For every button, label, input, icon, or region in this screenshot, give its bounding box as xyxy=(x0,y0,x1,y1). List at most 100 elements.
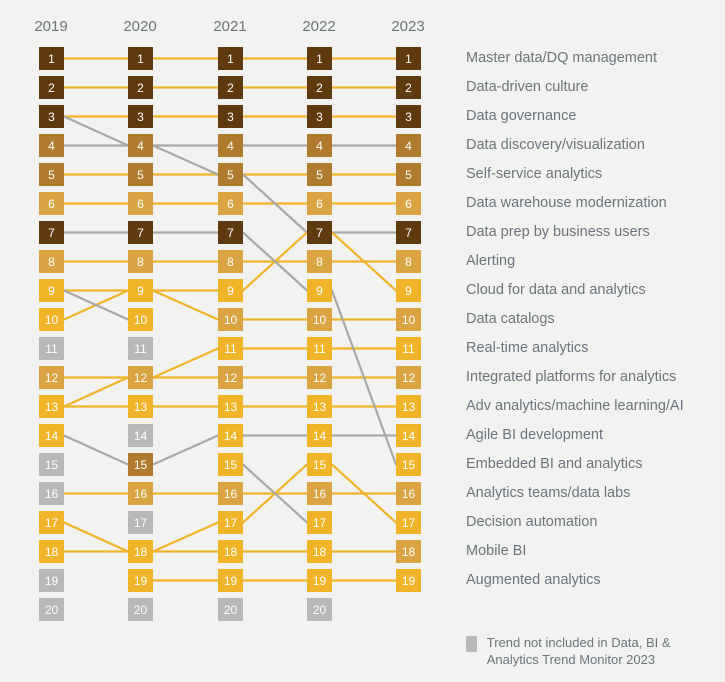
trend-label: Data governance xyxy=(466,108,576,124)
rank-box: 7 xyxy=(128,221,153,244)
rank-box: 17 xyxy=(218,511,243,534)
bump-chart-svg xyxy=(0,0,725,682)
rank-box: 10 xyxy=(218,308,243,331)
rank-box: 5 xyxy=(218,163,243,186)
rank-box: 6 xyxy=(396,192,421,215)
rank-box: 18 xyxy=(128,540,153,563)
rank-box: 15 xyxy=(307,453,332,476)
year-header: 2020 xyxy=(120,18,160,35)
rank-box: 8 xyxy=(307,250,332,273)
year-header: 2023 xyxy=(388,18,428,35)
rank-box: 16 xyxy=(218,482,243,505)
rank-box: 12 xyxy=(396,366,421,389)
rank-box: 4 xyxy=(128,134,153,157)
rank-box: 18 xyxy=(39,540,64,563)
rank-box: 13 xyxy=(39,395,64,418)
rank-box: 7 xyxy=(218,221,243,244)
rank-box: 11 xyxy=(218,337,243,360)
rank-box: 13 xyxy=(396,395,421,418)
rank-box: 9 xyxy=(39,279,64,302)
rank-box: 8 xyxy=(218,250,243,273)
rank-box: 12 xyxy=(128,366,153,389)
rank-box: 2 xyxy=(128,76,153,99)
rank-box: 15 xyxy=(396,453,421,476)
rank-box: 7 xyxy=(396,221,421,244)
connector-line xyxy=(153,523,218,552)
rank-box: 1 xyxy=(218,47,243,70)
rank-box: 11 xyxy=(128,337,153,360)
rank-box: 3 xyxy=(396,105,421,128)
rank-box: 16 xyxy=(396,482,421,505)
rank-box: 1 xyxy=(396,47,421,70)
trend-label: Data catalogs xyxy=(466,311,555,327)
connector-line xyxy=(64,378,128,407)
rank-box: 1 xyxy=(128,47,153,70)
rank-box: 14 xyxy=(39,424,64,447)
rank-box: 19 xyxy=(128,569,153,592)
rank-box: 11 xyxy=(396,337,421,360)
rank-box: 14 xyxy=(396,424,421,447)
trend-label: Data discovery/visualization xyxy=(466,137,645,153)
rank-box: 3 xyxy=(128,105,153,128)
rank-box: 2 xyxy=(307,76,332,99)
rank-box: 9 xyxy=(307,279,332,302)
rank-box: 16 xyxy=(307,482,332,505)
rank-box: 13 xyxy=(128,395,153,418)
connector-line xyxy=(153,291,218,320)
rank-box: 14 xyxy=(218,424,243,447)
rank-box: 18 xyxy=(307,540,332,563)
rank-box: 5 xyxy=(39,163,64,186)
rank-box: 11 xyxy=(39,337,64,360)
trend-label: Data warehouse modernization xyxy=(466,195,667,211)
rank-box: 8 xyxy=(39,250,64,273)
legend: Trend not included in Data, BI & Analyti… xyxy=(466,635,725,669)
rank-box: 20 xyxy=(218,598,243,621)
rank-box: 3 xyxy=(39,105,64,128)
rank-box: 6 xyxy=(39,192,64,215)
legend-swatch xyxy=(466,636,477,652)
trend-label: Master data/DQ management xyxy=(466,50,657,66)
rank-box: 4 xyxy=(218,134,243,157)
trend-label: Alerting xyxy=(466,253,515,269)
rank-box: 12 xyxy=(39,366,64,389)
rank-box: 13 xyxy=(307,395,332,418)
rank-box: 18 xyxy=(218,540,243,563)
trend-label: Integrated platforms for analytics xyxy=(466,369,676,385)
rank-box: 20 xyxy=(307,598,332,621)
rank-box: 20 xyxy=(39,598,64,621)
rank-box: 15 xyxy=(128,453,153,476)
trend-label: Adv analytics/machine learning/AI xyxy=(466,398,684,414)
rank-box: 18 xyxy=(396,540,421,563)
rank-box: 2 xyxy=(218,76,243,99)
rank-box: 14 xyxy=(128,424,153,447)
rank-box: 7 xyxy=(307,221,332,244)
rank-box: 19 xyxy=(307,569,332,592)
rank-box: 10 xyxy=(396,308,421,331)
rank-box: 4 xyxy=(396,134,421,157)
rank-box: 16 xyxy=(128,482,153,505)
rank-box: 6 xyxy=(128,192,153,215)
rank-box: 13 xyxy=(218,395,243,418)
rank-box: 8 xyxy=(128,250,153,273)
connector-line xyxy=(64,117,128,146)
rank-box: 8 xyxy=(396,250,421,273)
trend-label: Decision automation xyxy=(466,514,597,530)
rank-box: 2 xyxy=(396,76,421,99)
connector-line xyxy=(153,349,218,378)
trend-label: Agile BI development xyxy=(466,427,603,443)
rank-box: 1 xyxy=(307,47,332,70)
legend-text: Trend not included in Data, BI & Analyti… xyxy=(487,635,725,669)
rank-box: 12 xyxy=(218,366,243,389)
rank-box: 4 xyxy=(39,134,64,157)
rank-box: 17 xyxy=(307,511,332,534)
rank-box: 15 xyxy=(218,453,243,476)
rank-box: 10 xyxy=(307,308,332,331)
rank-box: 19 xyxy=(39,569,64,592)
trend-label: Data-driven culture xyxy=(466,79,589,95)
year-header: 2019 xyxy=(31,18,71,35)
rank-box: 6 xyxy=(218,192,243,215)
rank-box: 2 xyxy=(39,76,64,99)
rank-box: 15 xyxy=(39,453,64,476)
connector-line xyxy=(153,146,218,175)
rank-box: 9 xyxy=(128,279,153,302)
